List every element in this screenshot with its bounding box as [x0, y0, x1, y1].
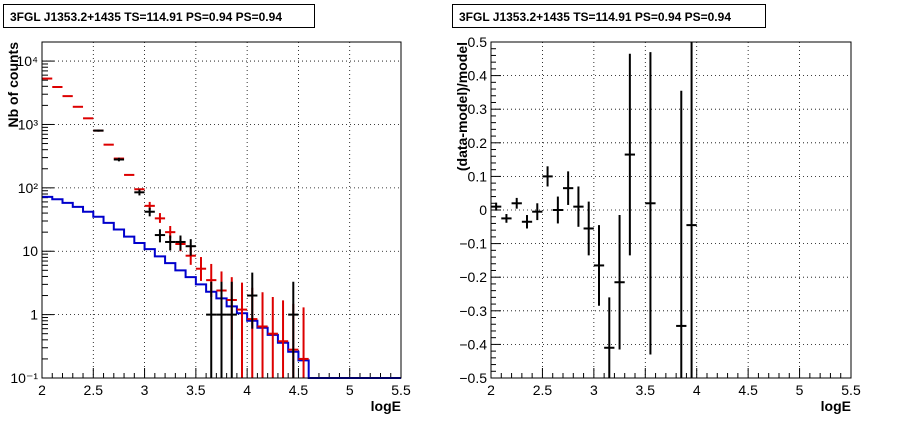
y-tick-label: 0.4 — [468, 68, 488, 84]
y-tick-label: 10³ — [18, 116, 39, 132]
x-axis-title: logE — [371, 398, 401, 414]
y-tick-label: 0.2 — [468, 135, 488, 151]
y-tick-label: 1 — [30, 307, 38, 323]
y-tick-label: 10² — [18, 180, 39, 196]
y-tick-label: 0.3 — [468, 101, 488, 117]
residual-chart: 2 2.5 3 3.5 4 4.5 5 5.5 −0.5 −0.4 −0.3 −0.2 −0.1 0 0.1… — [454, 34, 861, 414]
y-tick-label: 10⁻¹ — [10, 370, 38, 386]
y-tick-label: −0.5 — [459, 370, 487, 386]
series-0 — [491, 42, 697, 378]
x-tick-label: 3.5 — [186, 382, 206, 398]
y-tick-label: 0 — [479, 202, 487, 218]
x-tick-label: 2.5 — [533, 382, 553, 398]
x-tick-label: 5 — [346, 382, 354, 398]
counts-chart: 2 2.5 3 3.5 4 4.5 5 5.5 10⁻¹ 1 10 10² 10³ 10⁴ logE Nb o… — [5, 41, 411, 414]
right-chart-title: 3FGL J1353.2+1435 TS=114.91 PS=0.94 PS=0… — [452, 4, 766, 28]
series-2 — [93, 129, 299, 378]
x-tick-label: 4 — [693, 382, 701, 398]
x-tick-label: 5 — [796, 382, 804, 398]
x-tick-label: 4.5 — [289, 382, 309, 398]
y-tick-label: −0.4 — [459, 336, 487, 352]
x-tick-label: 4.5 — [738, 382, 758, 398]
x-axis-title: logE — [821, 398, 851, 414]
y-axis-title: Nb of counts — [5, 42, 21, 128]
x-tick-label: 3 — [141, 382, 149, 398]
series-0 — [42, 195, 401, 379]
left-chart-title: 3FGL J1353.2+1435 TS=114.91 PS=0.94 PS=0… — [3, 4, 315, 28]
y-tick-label: 0.1 — [468, 168, 488, 184]
model-step-line — [42, 195, 401, 379]
x-tick-label: 2 — [487, 382, 495, 398]
x-tick-label: 5.5 — [391, 382, 411, 398]
y-tick-label: 10⁴ — [16, 53, 38, 69]
plot-frame — [490, 41, 852, 379]
plot-frame — [41, 41, 402, 379]
x-tick-label: 3 — [590, 382, 598, 398]
y-tick-label: −0.2 — [459, 269, 487, 285]
x-tick-label: 3.5 — [636, 382, 656, 398]
y-tick-label: −0.3 — [459, 303, 487, 319]
y-tick-label: −0.1 — [459, 236, 487, 252]
y-axis-title: (data-model)/model — [454, 42, 470, 171]
x-tick-label: 2 — [38, 382, 46, 398]
x-tick-label: 2.5 — [84, 382, 104, 398]
x-tick-label: 5.5 — [841, 382, 861, 398]
y-tick-label: 10 — [22, 243, 38, 259]
y-tick-label: 0.5 — [468, 34, 488, 50]
x-tick-label: 4 — [243, 382, 251, 398]
